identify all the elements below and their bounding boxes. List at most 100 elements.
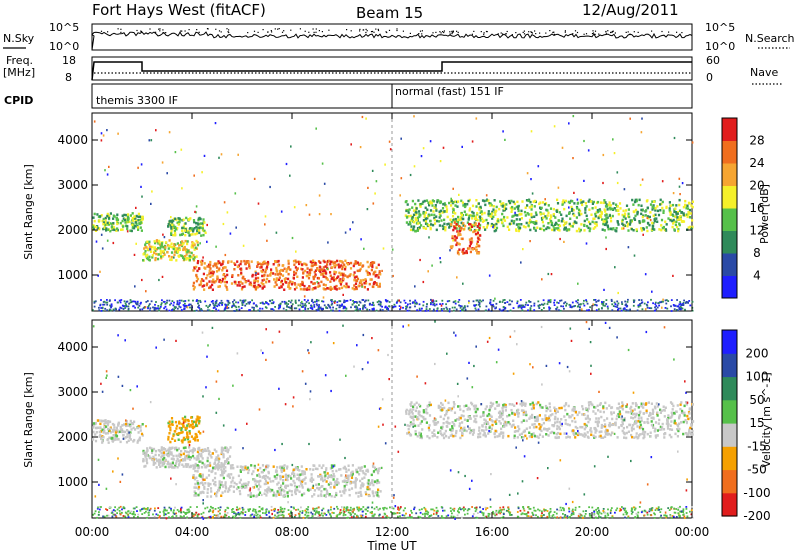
echo-cell	[614, 303, 617, 305]
echo-cell	[619, 307, 622, 310]
echo-cell	[647, 301, 649, 304]
echo-cell	[492, 215, 495, 218]
echo-cell	[498, 308, 501, 311]
echo-cell	[112, 222, 115, 225]
echo-cell	[258, 491, 262, 494]
echo-cell	[338, 279, 341, 282]
echo-cell	[300, 493, 304, 497]
echo-cell	[298, 476, 301, 480]
echo-cell	[630, 405, 633, 409]
echo-cell	[123, 300, 126, 303]
echo-cell	[247, 471, 250, 475]
echo-cell	[665, 205, 668, 209]
echo-cell	[410, 401, 413, 404]
echo-cell	[195, 309, 198, 312]
echo-cell	[272, 301, 275, 304]
echo-cell	[492, 223, 495, 227]
echo-cell	[680, 421, 683, 424]
echo-cell	[656, 434, 659, 437]
echo-cell	[137, 228, 140, 231]
echo-cell	[190, 435, 193, 438]
echo-cell	[360, 466, 363, 469]
echo-cell	[149, 456, 152, 460]
noise-search-point	[435, 31, 437, 33]
echo-cell	[641, 220, 644, 223]
echo-cell	[512, 214, 515, 218]
echo-cell	[361, 285, 363, 288]
echo-cell	[629, 308, 631, 311]
echo-cell	[489, 215, 492, 218]
echo-cell	[163, 461, 166, 464]
echo-cell	[576, 198, 579, 201]
echo-cell	[221, 269, 224, 272]
echo-cell	[364, 278, 367, 281]
echo-cell	[320, 490, 323, 493]
echo-cell	[582, 200, 585, 203]
echo-cell	[131, 223, 134, 227]
echo-cell	[120, 307, 123, 310]
echo-cell	[413, 165, 416, 168]
echo-cell	[149, 309, 151, 312]
echo-cell	[203, 221, 206, 224]
echo-cell	[266, 265, 269, 268]
y-tick-label: 2000	[57, 223, 88, 237]
echo-cell	[157, 460, 160, 464]
echo-cell	[645, 303, 648, 306]
echo-cell	[312, 478, 315, 481]
echo-cell	[526, 204, 529, 207]
echo-cell	[468, 244, 471, 248]
noise-tick-left-top: 10^5	[49, 21, 79, 34]
echo-cell	[206, 495, 209, 498]
echo-cell	[428, 436, 431, 440]
echo-cell	[220, 451, 223, 454]
colorbar-swatch	[722, 275, 737, 299]
echo-cell	[379, 490, 382, 493]
echo-cell	[405, 408, 408, 412]
echo-cell	[285, 467, 289, 470]
echo-cell	[136, 439, 140, 443]
noise-search-point	[607, 30, 609, 32]
echo-cell	[158, 278, 160, 282]
echo-cell	[452, 187, 454, 190]
echo-cell	[333, 475, 336, 478]
echo-cell	[332, 478, 335, 481]
nsearch-label: N.Search	[745, 32, 795, 45]
echo-cell	[244, 304, 247, 307]
echo-cell	[676, 428, 679, 431]
echo-cell	[192, 257, 195, 261]
echo-cell	[185, 306, 188, 308]
echo-cell	[427, 309, 430, 312]
echo-cell	[627, 246, 630, 249]
echo-cell	[487, 432, 490, 435]
echo-cell	[211, 452, 214, 455]
echo-cell	[645, 409, 648, 412]
echo-cell	[679, 193, 681, 196]
echo-cell	[388, 301, 391, 303]
echo-cell	[355, 301, 358, 303]
echo-cell	[291, 303, 294, 306]
echo-cell	[606, 224, 609, 227]
echo-cell	[258, 475, 261, 478]
echo-cell	[649, 431, 652, 434]
echo-cell	[99, 422, 102, 426]
noise-search-point	[196, 29, 198, 31]
echo-cell	[377, 488, 380, 491]
echo-cell	[278, 276, 281, 279]
echo-cell	[182, 248, 185, 252]
echo-cell	[252, 470, 255, 473]
echo-cell	[186, 229, 189, 233]
echo-cell	[176, 221, 179, 224]
echo-cell	[298, 469, 301, 472]
echo-cell	[313, 304, 316, 306]
echo-cell	[257, 309, 260, 312]
echo-cell	[317, 260, 321, 263]
echo-cell	[137, 431, 140, 434]
echo-cell	[187, 450, 190, 454]
echo-cell	[379, 308, 382, 311]
echo-cell	[203, 487, 206, 490]
echo-cell	[204, 231, 207, 234]
echo-cell	[336, 304, 339, 307]
echo-cell	[393, 303, 396, 306]
echo-cell	[682, 420, 685, 424]
echo-cell	[260, 263, 263, 266]
